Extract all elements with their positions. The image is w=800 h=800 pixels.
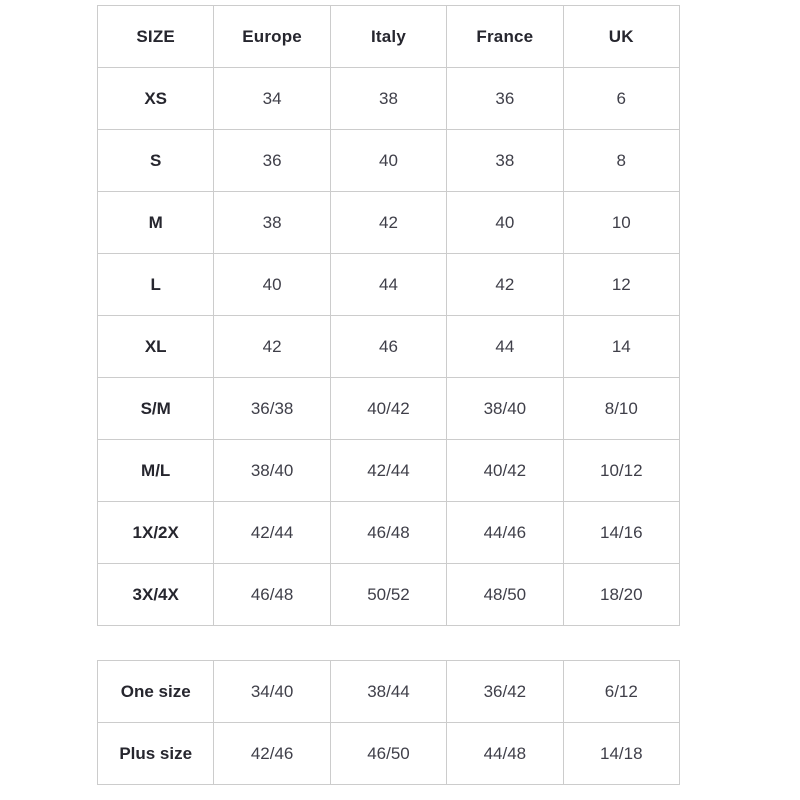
size-cell: S <box>96 129 215 192</box>
size-cell: L <box>96 253 215 316</box>
size-cell: 1X/2X <box>96 501 215 564</box>
header-france: France <box>446 5 564 68</box>
value-cell: 40 <box>213 253 331 316</box>
table-header: SIZE Europe Italy France UK <box>96 5 681 68</box>
value-cell: 14 <box>562 315 681 378</box>
value-cell: 38 <box>446 129 564 192</box>
header-size: SIZE <box>96 5 215 68</box>
value-cell: 38/44 <box>329 660 448 723</box>
size-cell: One size <box>96 660 215 723</box>
value-cell: 42/44 <box>329 439 448 502</box>
table-row: XS 34 38 36 6 <box>96 67 681 130</box>
size-conversion-table: SIZE Europe Italy France UK XS 34 38 36 … <box>96 5 681 626</box>
value-cell: 44 <box>446 315 564 378</box>
size-cell: Plus size <box>96 722 215 785</box>
value-cell: 42 <box>329 191 448 254</box>
value-cell: 44/46 <box>446 501 564 564</box>
table-body: XS 34 38 36 6 S 36 40 38 8 M 38 42 40 10 <box>96 67 681 626</box>
header-uk: UK <box>562 5 681 68</box>
header-europe: Europe <box>213 5 331 68</box>
value-cell: 6 <box>562 67 681 130</box>
table-row: L 40 44 42 12 <box>96 253 681 316</box>
table-row: M 38 42 40 10 <box>96 191 681 254</box>
value-cell: 14/16 <box>562 501 681 564</box>
value-cell: 38 <box>213 191 331 254</box>
value-cell: 42/46 <box>213 722 331 785</box>
value-cell: 38/40 <box>213 439 331 502</box>
size-cell: 3X/4X <box>96 563 215 626</box>
value-cell: 44 <box>329 253 448 316</box>
size-cell: XL <box>96 315 215 378</box>
table-row: 3X/4X 46/48 50/52 48/50 18/20 <box>96 563 681 626</box>
value-cell: 18/20 <box>562 563 681 626</box>
value-cell: 40 <box>446 191 564 254</box>
table-row: XL 42 46 44 14 <box>96 315 681 378</box>
value-cell: 38/40 <box>446 377 564 440</box>
value-cell: 6/12 <box>562 660 681 723</box>
value-cell: 46 <box>329 315 448 378</box>
value-cell: 10 <box>562 191 681 254</box>
header-italy: Italy <box>329 5 448 68</box>
one-size-plus-size-table: One size 34/40 38/44 36/42 6/12 Plus siz… <box>96 660 681 785</box>
value-cell: 36/42 <box>446 660 564 723</box>
table-row: S/M 36/38 40/42 38/40 8/10 <box>96 377 681 440</box>
value-cell: 38 <box>329 67 448 130</box>
value-cell: 10/12 <box>562 439 681 502</box>
value-cell: 46/48 <box>329 501 448 564</box>
size-cell: M <box>96 191 215 254</box>
value-cell: 14/18 <box>562 722 681 785</box>
value-cell: 46/48 <box>213 563 331 626</box>
table-row: S 36 40 38 8 <box>96 129 681 192</box>
value-cell: 40/42 <box>329 377 448 440</box>
value-cell: 34/40 <box>213 660 331 723</box>
value-cell: 40/42 <box>446 439 564 502</box>
value-cell: 8/10 <box>562 377 681 440</box>
value-cell: 36/38 <box>213 377 331 440</box>
value-cell: 42 <box>213 315 331 378</box>
header-row: SIZE Europe Italy France UK <box>96 5 681 68</box>
value-cell: 42 <box>446 253 564 316</box>
size-cell: XS <box>96 67 215 130</box>
value-cell: 36 <box>446 67 564 130</box>
table-row: One size 34/40 38/44 36/42 6/12 <box>96 660 681 723</box>
size-cell: M/L <box>96 439 215 502</box>
value-cell: 36 <box>213 129 331 192</box>
value-cell: 42/44 <box>213 501 331 564</box>
value-cell: 44/48 <box>446 722 564 785</box>
value-cell: 50/52 <box>329 563 448 626</box>
size-chart-page: SIZE Europe Italy France UK XS 34 38 36 … <box>96 5 681 785</box>
table-row: 1X/2X 42/44 46/48 44/46 14/16 <box>96 501 681 564</box>
value-cell: 34 <box>213 67 331 130</box>
value-cell: 46/50 <box>329 722 448 785</box>
value-cell: 48/50 <box>446 563 564 626</box>
table-row: Plus size 42/46 46/50 44/48 14/18 <box>96 722 681 785</box>
value-cell: 12 <box>562 253 681 316</box>
size-cell: S/M <box>96 377 215 440</box>
table-body: One size 34/40 38/44 36/42 6/12 Plus siz… <box>96 660 681 785</box>
value-cell: 40 <box>329 129 448 192</box>
value-cell: 8 <box>562 129 681 192</box>
table-row: M/L 38/40 42/44 40/42 10/12 <box>96 439 681 502</box>
